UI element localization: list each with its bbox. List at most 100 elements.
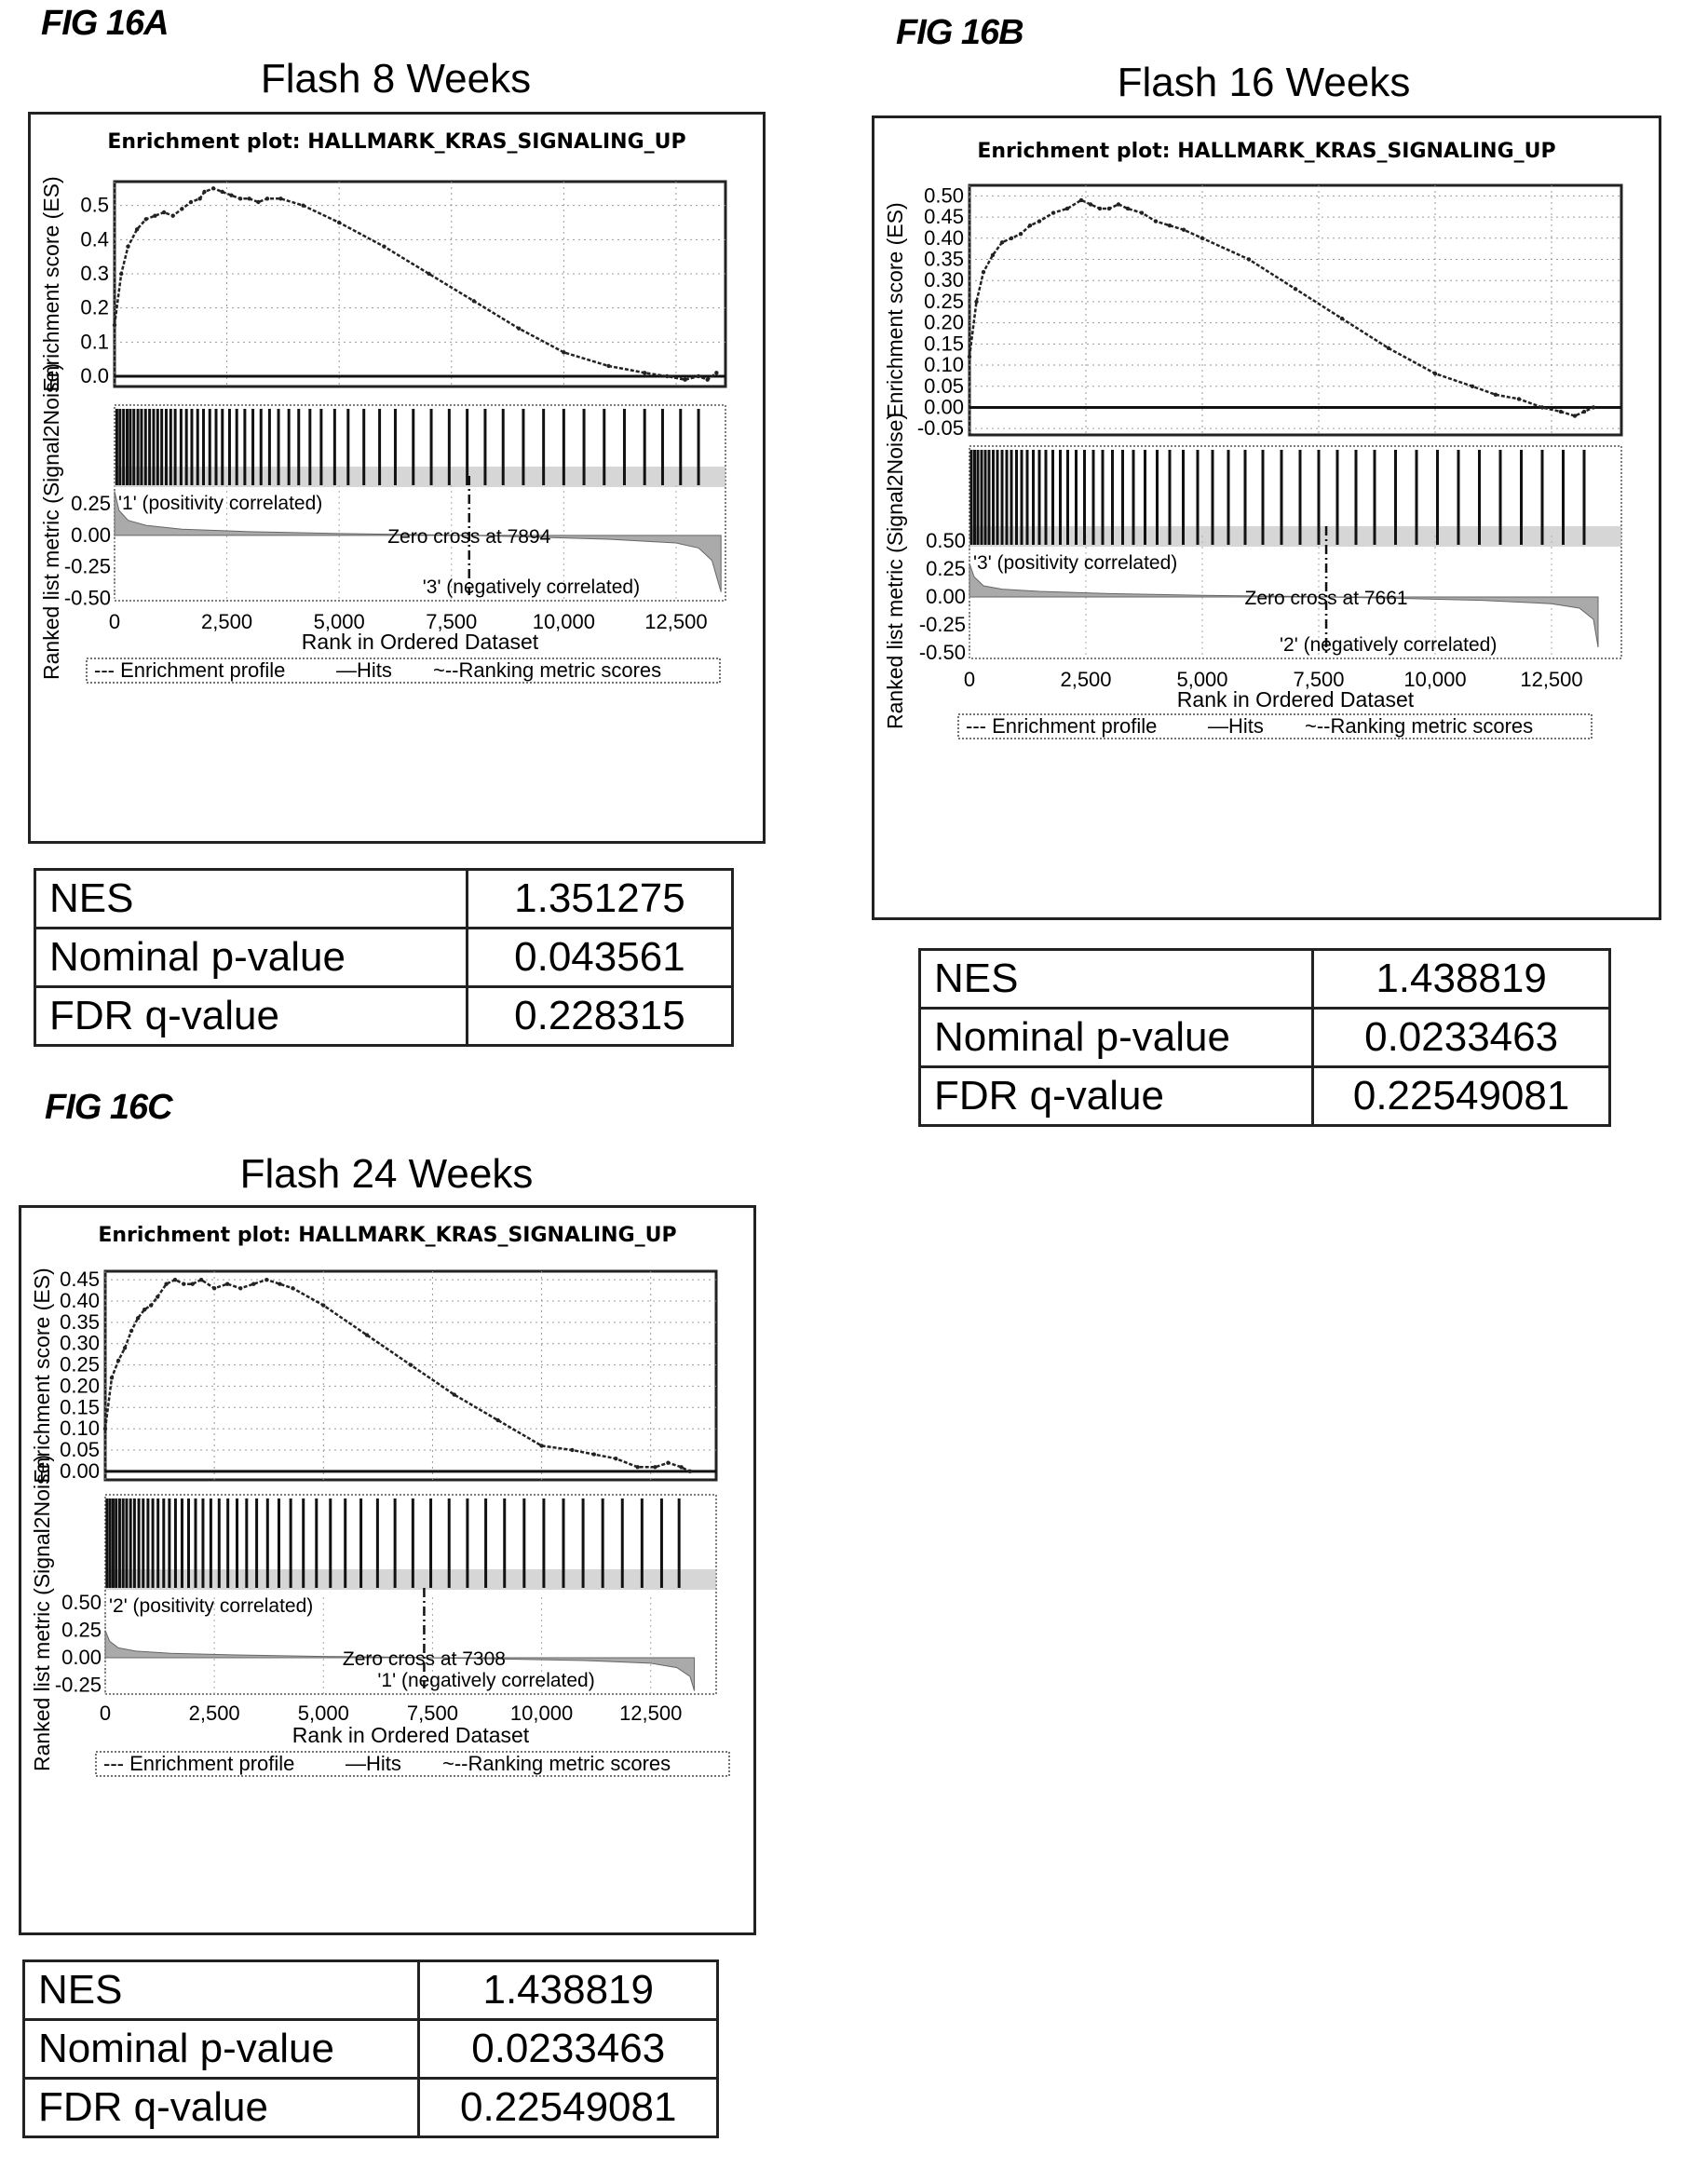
x-tick-label: 12,500: [644, 610, 707, 633]
metric-tick-label: 0.25: [61, 1618, 102, 1641]
es-tick-label: 0.5: [80, 194, 109, 217]
x-axis-label: Rank in Ordered Dataset: [292, 1723, 530, 1747]
enrichment-point: [247, 197, 251, 201]
legend-entry: —Hits: [1208, 714, 1264, 738]
legend-entry: ~--Ranking metric scores: [1305, 714, 1533, 738]
plot-title-16b: Enrichment plot: HALLMARK_KRAS_SIGNALING…: [977, 140, 1555, 163]
es-axis-label: Enrichment score (ES): [39, 176, 63, 391]
stats-row-pvalue: Nominal p-value 0.0233463: [917, 1007, 1611, 1068]
enrichment-point: [134, 227, 140, 232]
enrichment-point: [220, 189, 224, 195]
x-tick-label: 5,000: [314, 610, 365, 633]
enrichment-point: [109, 1376, 115, 1380]
enrichment-point: [1106, 206, 1112, 211]
stats-row-nes: NES 1.438819: [21, 1959, 719, 2021]
stats-label: Nominal p-value: [21, 2018, 421, 2080]
es-panel-frame: [968, 183, 1623, 437]
enrichment-point: [990, 252, 996, 258]
enrichment-point: [301, 203, 305, 208]
gsea-plot-16c: Enrichment plot: HALLMARK_KRAS_SIGNALING…: [19, 1205, 756, 1935]
stats-label: NES: [917, 948, 1315, 1010]
es-tick-label: 0.40: [924, 226, 964, 250]
x-tick-label: 7,500: [1293, 668, 1344, 691]
es-axis-label: Enrichment score (ES): [883, 202, 907, 417]
enrichment-point: [591, 1452, 596, 1457]
stats-label: NES: [34, 868, 468, 929]
metric-tick-label: 0.00: [71, 523, 111, 547]
legend-box: [957, 713, 1593, 739]
enrichment-point: [1078, 197, 1084, 203]
enrichment-point: [714, 371, 719, 375]
enrichment-point: [1386, 346, 1391, 351]
enrichment-point: [981, 269, 986, 275]
es-tick-label: 0.05: [60, 1438, 100, 1461]
es-tick-label: 0.00: [924, 395, 964, 418]
x-tick-label: 7,500: [426, 610, 477, 633]
enrichment-point: [225, 1281, 230, 1286]
stats-row-nes: NES 1.438819: [917, 948, 1611, 1010]
es-tick-label: 0.40: [60, 1289, 100, 1312]
x-tick-label: 10,000: [533, 610, 595, 633]
enrichment-point: [967, 354, 972, 359]
ranking-metric-area: [114, 491, 722, 592]
enrichment-point: [570, 1447, 575, 1453]
gsea-chart-16c: Enrichment plot: HALLMARK_KRAS_SIGNALING…: [30, 1224, 730, 1777]
es-tick-label: -0.05: [917, 416, 964, 440]
gsea-chart-16b: Enrichment plot: HALLMARK_KRAS_SIGNALING…: [883, 140, 1623, 739]
legend-entry: --- Enrichment profile: [94, 658, 285, 682]
panel-title-16c: Flash 24 Weeks: [239, 1151, 534, 1197]
legend-entry: ~--Ranking metric scores: [433, 658, 661, 682]
es-axis-label: Enrichment score (ES): [30, 1268, 54, 1483]
enrichment-point: [516, 326, 522, 331]
enrichment-point: [1116, 202, 1121, 207]
enrichment-point: [666, 1460, 671, 1465]
x-tick-label: 0: [964, 668, 975, 691]
enrichment-point: [999, 240, 1005, 245]
enrichment-point: [1572, 414, 1578, 418]
stats-value: 0.043561: [465, 927, 735, 988]
enrichment-point: [606, 363, 611, 369]
stats-label: Nominal p-value: [34, 927, 468, 988]
enrichment-profile-line: [113, 186, 718, 382]
enrichment-point: [102, 1426, 108, 1431]
enrichment-point: [149, 1303, 154, 1308]
negative-corr-label: '1' (negatively correlated): [377, 1670, 594, 1691]
enrichment-point: [1009, 236, 1014, 240]
enrichment-point: [321, 1303, 326, 1308]
enrichment-point: [202, 189, 207, 195]
es-tick-label: 0.0: [80, 364, 109, 387]
negative-corr-label: '3' (negatively correlated): [423, 576, 640, 598]
stats-value: 1.438819: [417, 1959, 719, 2021]
enrichment-point: [974, 299, 979, 305]
zero-cross-label: Zero cross at 7661: [1245, 588, 1408, 609]
enrichment-point: [129, 1328, 134, 1334]
enrichment-point: [1088, 202, 1093, 207]
es-tick-label: 0.00: [60, 1459, 100, 1483]
plot-title-16a: Enrichment plot: HALLMARK_KRAS_SIGNALING…: [107, 130, 685, 154]
enrichment-point: [238, 1286, 243, 1291]
legend-box: [95, 1751, 730, 1777]
enrichment-point: [251, 1281, 256, 1286]
enrichment-point: [408, 1363, 413, 1367]
enrichment-point: [1027, 223, 1033, 228]
stats-value: 1.438819: [1311, 948, 1611, 1010]
enrichment-point: [291, 1286, 295, 1291]
enrichment-point: [1591, 405, 1596, 410]
stats-label: FDR q-value: [917, 1065, 1315, 1127]
stats-label: Nominal p-value: [917, 1007, 1315, 1068]
enrichment-point: [1293, 287, 1298, 292]
stats-label: NES: [21, 1959, 421, 2021]
metric-tick-label: 0.50: [61, 1591, 102, 1614]
es-tick-label: 0.35: [60, 1310, 100, 1334]
enrichment-point: [653, 1465, 657, 1470]
stats-row-fdr: FDR q-value 0.22549081: [21, 2077, 719, 2138]
stats-table-16c: NES 1.438819 Nominal p-value 0.0233463 FDR…: [21, 1959, 719, 2138]
metric-tick-label: -0.50: [64, 586, 111, 609]
enrichment-point: [1516, 397, 1522, 401]
stats-label: FDR q-value: [34, 985, 468, 1047]
metric-axis-label: Ranked list metric (Signal2Noise): [883, 413, 907, 729]
enrichment-point: [1018, 232, 1023, 237]
negative-corr-label: '2' (negatively correlated): [1280, 634, 1497, 656]
enrichment-point: [614, 1456, 618, 1461]
enrichment-point: [119, 271, 124, 277]
